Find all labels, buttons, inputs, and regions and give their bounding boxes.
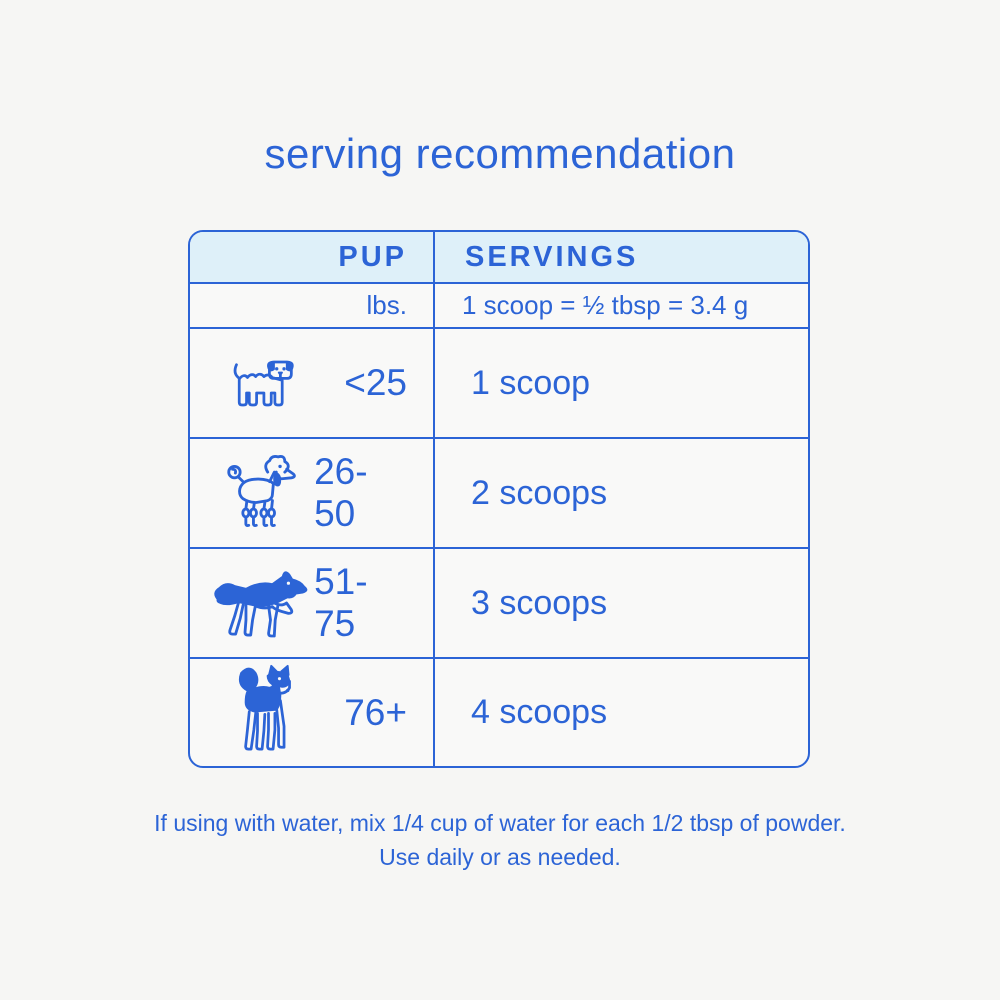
servings-cell-1: 1 scoop xyxy=(435,329,808,439)
servings-value-4: 4 scoops xyxy=(471,693,608,731)
usage-note-line-2: Use daily or as needed. xyxy=(379,844,621,870)
page-title: serving recommendation xyxy=(264,130,736,177)
servings-value-3: 3 scoops xyxy=(471,583,608,622)
pup-column-header: PUP xyxy=(190,232,435,284)
table-row-pup-2: 26-50 xyxy=(190,439,435,549)
pup-unit-cell: lbs. xyxy=(190,284,435,329)
table-row-pup-4: 76+ xyxy=(190,659,435,766)
small-dog-icon xyxy=(210,354,316,412)
weight-range-3: 51-75 xyxy=(314,561,368,644)
usage-note-line-1: If using with water, mix 1/4 cup of wate… xyxy=(154,810,846,836)
weight-range-1: <25 xyxy=(344,362,407,403)
scoop-size-note-cell: 1 scoop = ½ tbsp = 3.4 g xyxy=(435,284,808,329)
servings-value-2: 2 scoops xyxy=(471,473,608,512)
german-shepherd-dog-icon xyxy=(210,563,314,643)
usage-note: If using with water, mix 1/4 cup of wate… xyxy=(0,806,1000,874)
servings-value-1: 1 scoop xyxy=(471,363,591,402)
weight-range-2: 26-50 xyxy=(314,451,368,534)
table-row-pup-3: 51-75 xyxy=(190,549,435,659)
weight-range-4: 76+ xyxy=(344,691,407,733)
servings-column-header-label: SERVINGS xyxy=(465,240,639,273)
table-row-pup-1: <25 xyxy=(190,329,435,439)
servings-cell-4: 4 scoops xyxy=(435,659,808,766)
poodle-dog-icon xyxy=(210,453,314,533)
serving-table: PUP SERVINGS lbs. 1 scoop = ½ tbsp = 3.4… xyxy=(188,230,810,768)
pup-unit-label: lbs. xyxy=(366,290,407,320)
servings-column-header: SERVINGS xyxy=(435,232,808,284)
servings-cell-3: 3 scoops xyxy=(435,549,808,659)
servings-cell-2: 2 scoops xyxy=(435,439,808,549)
pup-column-header-label: PUP xyxy=(338,240,407,273)
scoop-size-note: 1 scoop = ½ tbsp = 3.4 g xyxy=(462,290,749,320)
husky-dog-icon xyxy=(210,664,316,761)
